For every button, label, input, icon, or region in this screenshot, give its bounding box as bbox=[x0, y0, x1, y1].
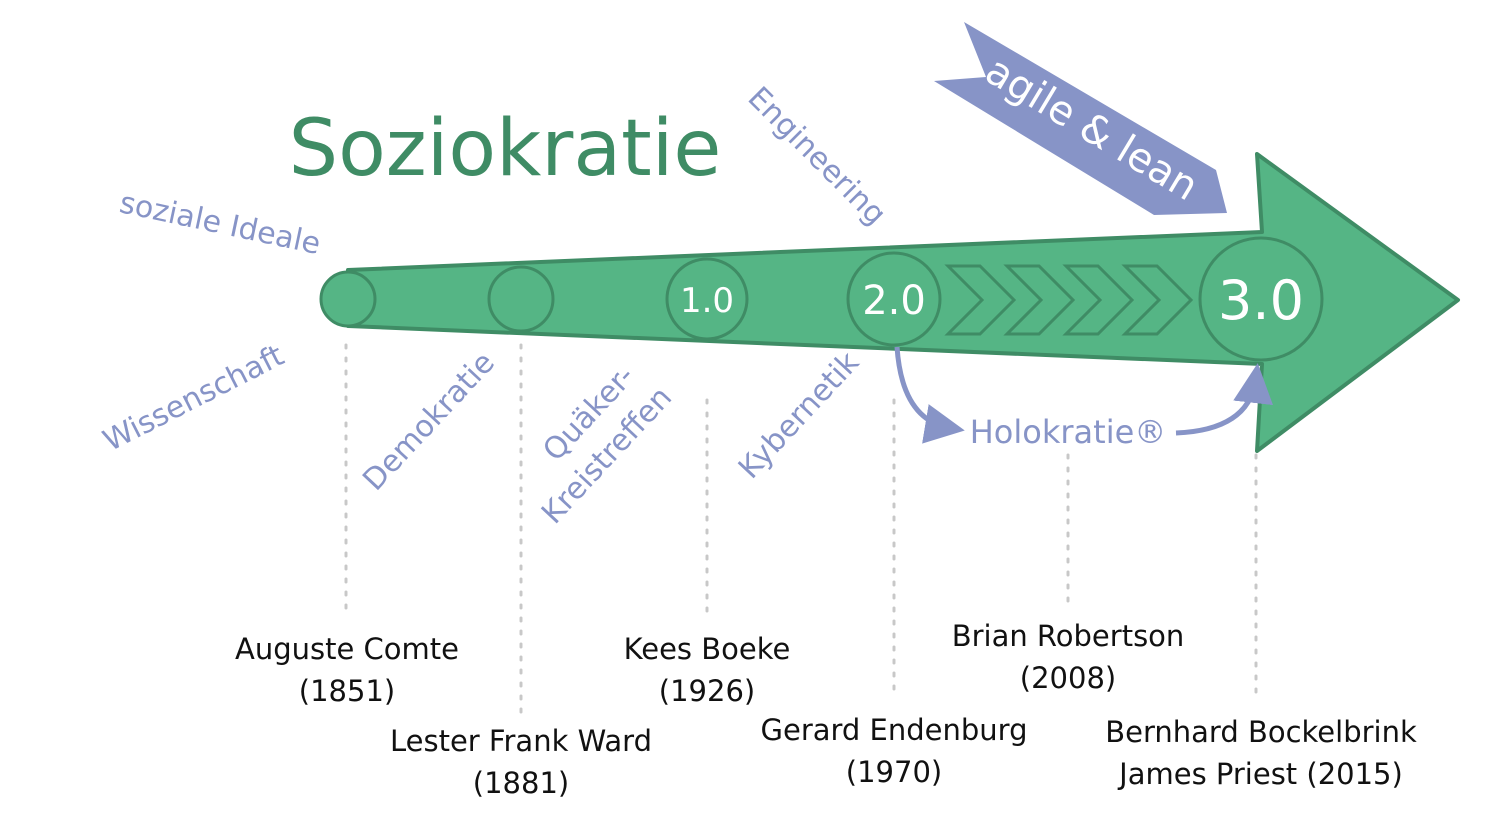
concept-wissenschaft: Wissenschaft bbox=[98, 338, 290, 459]
version-1-label: 1.0 bbox=[680, 281, 734, 321]
person-boeke-name: Kees Boeke bbox=[624, 632, 791, 666]
concept-kybernetik: Kybernetik bbox=[732, 345, 867, 486]
node-version-1 bbox=[665, 257, 749, 341]
person-endenburg-year: (1970) bbox=[846, 755, 942, 789]
banner-shape bbox=[934, 22, 1227, 215]
node-version-3 bbox=[1198, 236, 1324, 362]
timeline-nodes bbox=[319, 236, 1324, 362]
holokratie-label: Holokratie® bbox=[970, 413, 1167, 451]
person-bockelbrink-year: James Priest (2015) bbox=[1117, 757, 1403, 791]
agile-lean-banner: agile & lean bbox=[934, 22, 1227, 215]
person-comte-year: (1851) bbox=[299, 674, 395, 708]
chevron-icon bbox=[1121, 264, 1194, 336]
chevron-icon bbox=[1003, 264, 1076, 336]
branch-arrow-out bbox=[894, 346, 965, 444]
chevron-icon bbox=[1062, 264, 1135, 336]
person-endenburg-name: Gerard Endenburg bbox=[761, 713, 1028, 747]
node-demokratie bbox=[487, 265, 555, 333]
concept-soziale-ideale: soziale Ideale bbox=[116, 185, 323, 262]
branch-arrow-in bbox=[1175, 363, 1273, 436]
chevron-progress-icons bbox=[944, 264, 1194, 336]
concept-demokratie: Demokratie bbox=[356, 345, 501, 497]
person-ward-name: Lester Frank Ward bbox=[390, 724, 652, 758]
node-start bbox=[319, 270, 377, 328]
timeline-connectors bbox=[344, 343, 1258, 717]
person-bockelbrink-name: Bernhard Bockelbrink bbox=[1105, 715, 1417, 749]
person-robertson-name: Brian Robertson bbox=[952, 619, 1185, 653]
node-version-2 bbox=[846, 251, 942, 347]
person-boeke-year: (1926) bbox=[659, 674, 755, 708]
concept-engineering: Engineering bbox=[741, 80, 893, 232]
person-ward-year: (1881) bbox=[473, 766, 569, 800]
version-2-label: 2.0 bbox=[862, 278, 926, 324]
holokratie-branch: Holokratie® bbox=[894, 346, 1273, 451]
chevron-icon bbox=[944, 264, 1017, 336]
people-labels: Auguste Comte (1851) Lester Frank Ward (… bbox=[235, 619, 1417, 800]
person-comte-name: Auguste Comte bbox=[235, 632, 459, 666]
diagram-title: Soziokratie bbox=[289, 104, 722, 194]
version-3-label: 3.0 bbox=[1218, 269, 1304, 332]
person-robertson-year: (2008) bbox=[1020, 661, 1116, 695]
banner-label: agile & lean bbox=[977, 48, 1206, 210]
